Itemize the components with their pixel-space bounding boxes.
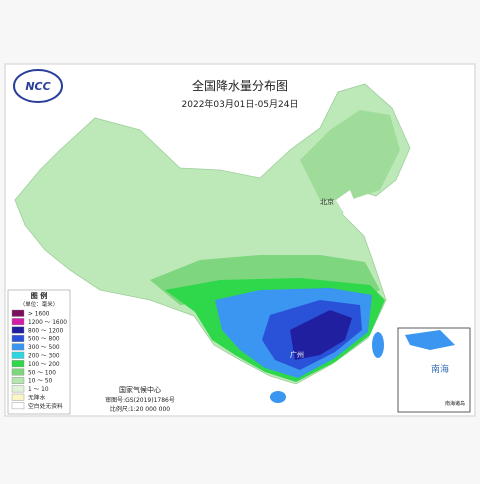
legend-label: 800 ～ 1200 [28,328,64,334]
region-north [300,110,400,200]
legend-swatch [11,309,25,317]
legend-unit: （单位：毫米） [20,300,59,308]
legend-swatch [11,368,25,376]
legend-label: 1200 ～ 1600 [28,320,67,326]
inset-land [405,330,455,350]
legend: 图 例 （单位：毫米） > 1600 1200 ～ 1600 800 ～ 1200 5… [7,289,71,415]
logo-text: NCC [25,80,50,93]
city-label: 北京 [320,197,334,206]
bohai [336,190,356,215]
agency: 国家气候中心 [119,385,161,394]
legend-label: 空白处无资料 [28,402,63,410]
region-darkblue [290,310,352,360]
legend-swatch [11,393,25,401]
legend-swatch [11,402,25,410]
legend-swatch [11,335,25,342]
city-label: 广州 [290,350,304,359]
hainan [270,391,286,403]
legend-label: 200 ～ 300 [28,354,60,360]
map-title: 全国降水量分布图 [192,78,288,93]
taiwan [372,332,384,358]
legend-title: 图 例 [31,291,47,300]
legend-label: 500 ～ 800 [28,337,60,343]
legend-label: 300 ～ 500 [28,345,60,351]
scale: 比例尺:1:20 000 000 [110,405,170,413]
legend-label: > 1600 [28,312,50,318]
legend-label: 100 ～ 200 [28,362,60,368]
legend-label: 无降水 [28,394,46,402]
legend-swatch [11,343,25,351]
date-range: 2022年03月01日-05月24日 [182,98,299,110]
legend-swatch [11,377,25,384]
legend-swatch [11,360,25,368]
inset-label: 南海 [431,363,449,375]
legend-label: 50 ～ 100 [28,370,56,376]
legend-label: 1 ～ 10 [28,387,49,393]
legend-label: 10 ～ 50 [28,379,53,385]
legend-swatch [11,385,25,393]
logo-ring [13,69,63,103]
legend-swatch [11,326,25,334]
legend-swatch [11,351,25,359]
legend-swatch [11,318,25,326]
inset-caption: 南海诸岛 [445,400,465,407]
review-number: 审图号:GS(2019)1786号 [105,396,175,404]
